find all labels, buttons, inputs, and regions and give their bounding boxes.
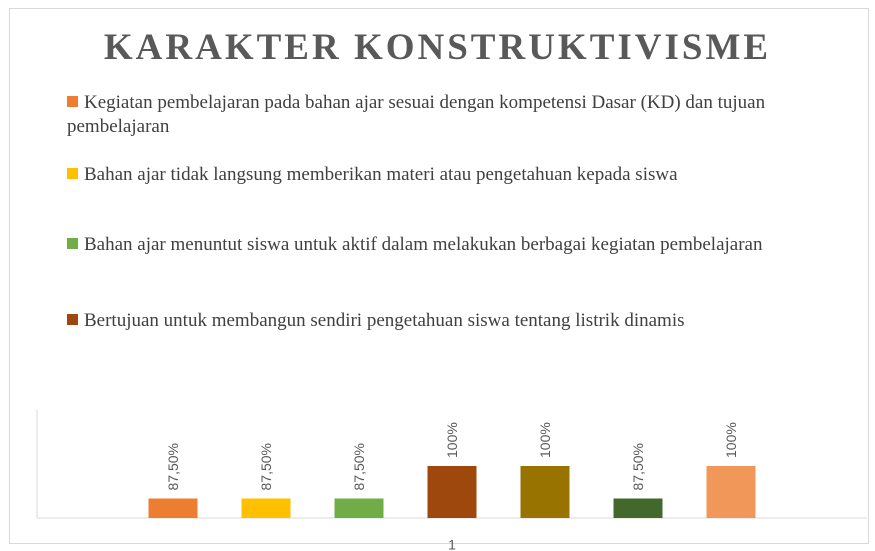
legend-swatch [67, 96, 78, 107]
legend-item: Kegiatan pembelajaran pada bahan ajar se… [67, 91, 847, 139]
data-label: 87,50% [165, 443, 181, 490]
legend-swatch [67, 168, 78, 179]
bar [241, 498, 291, 518]
x-tick-label: 1 [448, 537, 456, 551]
data-label: 100% [723, 422, 739, 458]
bar [520, 466, 570, 518]
data-label: 87,50% [351, 443, 367, 490]
bar [706, 466, 756, 518]
bar [334, 498, 384, 518]
legend-label: Bahan ajar menuntut siswa untuk aktif da… [84, 234, 763, 255]
legend-item: Bahan ajar tidak langsung memberikan mat… [67, 163, 847, 187]
legend-item: Bahan ajar menuntut siswa untuk aktif da… [67, 233, 847, 257]
data-label: 100% [537, 422, 553, 458]
legend-label: Bertujuan untuk membangun sendiri penget… [84, 310, 685, 331]
legend-label: Kegiatan pembelajaran pada bahan ajar se… [67, 92, 766, 137]
legend-swatch [67, 238, 78, 249]
chart-title: KARAKTER KONSTRUKTIVISME [103, 27, 772, 68]
data-label: 87,50% [258, 443, 274, 490]
legend-item: Bertujuan untuk membangun sendiri penget… [67, 309, 847, 333]
chart-frame [9, 8, 869, 544]
legend-label: Bahan ajar tidak langsung memberikan mat… [84, 164, 678, 185]
data-label: 87,50% [630, 443, 646, 490]
bar [427, 466, 477, 518]
bar [148, 498, 198, 518]
bar [613, 498, 663, 518]
data-label: 100% [444, 422, 460, 458]
legend-swatch [67, 314, 78, 325]
